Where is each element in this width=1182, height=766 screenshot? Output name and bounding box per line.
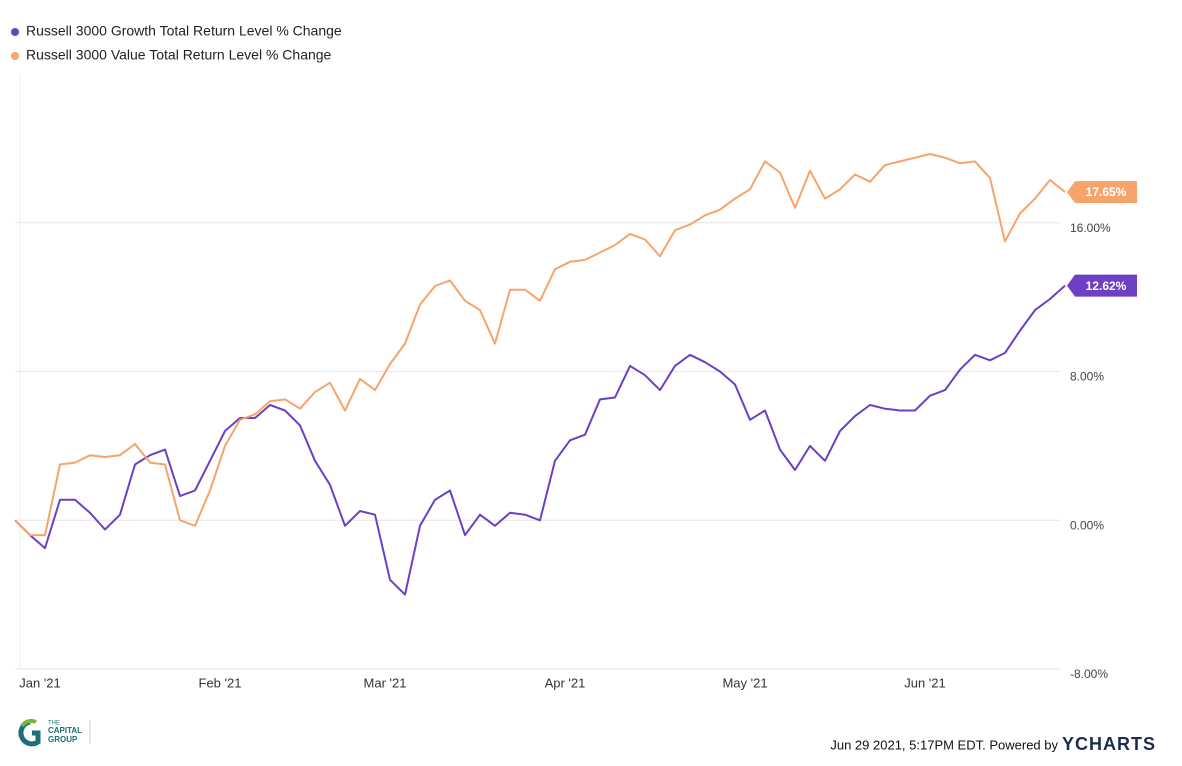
end-label: 12.62% <box>1086 279 1127 293</box>
logo-mark <box>20 718 37 728</box>
y-tick-label: 0.00% <box>1070 518 1104 532</box>
logo-text: THE <box>48 721 60 727</box>
timestamp: Jun 29 2021, 5:17PM EDT. Powered by <box>830 737 1058 752</box>
legend-label: Russell 3000 Value Total Return Level % … <box>26 47 332 63</box>
series-line <box>14 153 1066 537</box>
x-tick-label: Feb '21 <box>199 675 242 690</box>
y-tick-label: 16.00% <box>1070 221 1111 235</box>
logo: THE CAPITAL GROUP <box>18 718 91 747</box>
end-label-tag <box>1067 181 1137 204</box>
logo-text: CAPITAL <box>48 726 82 735</box>
y-tick-label: 8.00% <box>1070 370 1104 384</box>
end-label: 17.65% <box>1086 185 1127 199</box>
series-line <box>14 284 1066 596</box>
brand: YCHARTS <box>1062 734 1156 754</box>
x-tick-label: Jun '21 <box>904 675 946 690</box>
end-label-tag <box>1067 274 1137 297</box>
logo-text: GROUP <box>48 735 78 744</box>
y-tick-label: -8.00% <box>1070 667 1108 681</box>
x-tick-label: Mar '21 <box>364 675 407 690</box>
legend-marker <box>11 28 19 36</box>
x-tick-label: Apr '21 <box>545 675 586 690</box>
x-tick-label: May '21 <box>722 675 767 690</box>
x-tick-label: Jan '21 <box>19 675 61 690</box>
legend-marker <box>11 52 19 60</box>
legend-label: Russell 3000 Growth Total Return Level %… <box>26 23 342 39</box>
